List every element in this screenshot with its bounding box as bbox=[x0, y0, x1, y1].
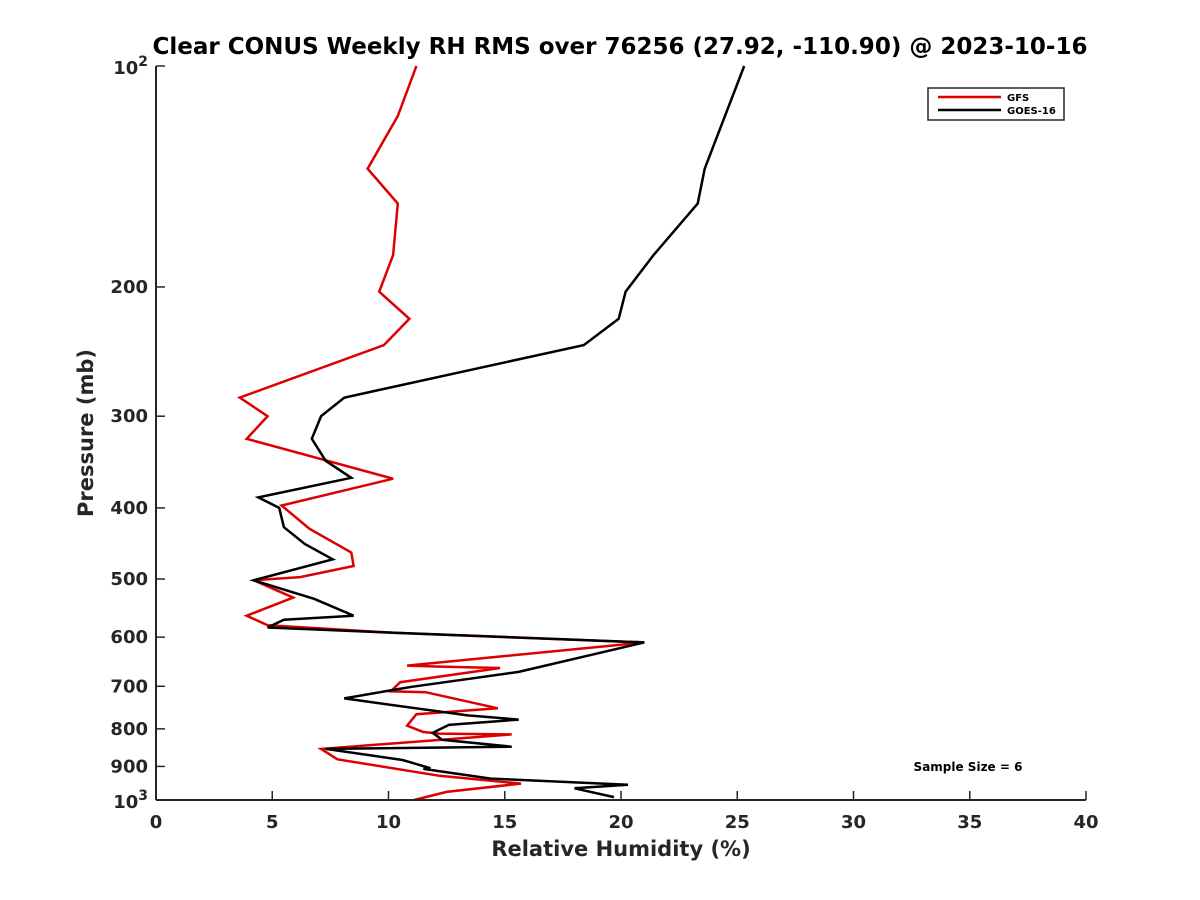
x-tick-label: 35 bbox=[957, 812, 982, 833]
y-tick-label: 200 bbox=[110, 277, 148, 298]
series-layer bbox=[236, 65, 746, 802]
sample-size-annotation: Sample Size = 6 bbox=[914, 760, 1023, 774]
y-tick-label-top: 102 bbox=[113, 54, 148, 79]
series-line-gfs bbox=[236, 65, 645, 802]
y-tick-label: 800 bbox=[110, 719, 148, 740]
x-tick-label: 0 bbox=[150, 812, 163, 833]
x-tick-label: 20 bbox=[608, 812, 633, 833]
y-tick-label: 500 bbox=[110, 569, 148, 590]
series-line-goes16 bbox=[249, 65, 746, 799]
legend-label-goes16: GOES-16 bbox=[1007, 106, 1056, 117]
chart-title: Clear CONUS Weekly RH RMS over 76256 (27… bbox=[153, 34, 1088, 60]
y-tick-label: 600 bbox=[110, 627, 148, 648]
x-axis-label: Relative Humidity (%) bbox=[491, 837, 750, 861]
legend-label-gfs: GFS bbox=[1007, 93, 1029, 104]
y-tick-label: 700 bbox=[110, 676, 148, 697]
y-tick-label: 300 bbox=[110, 406, 148, 427]
x-tick-label: 40 bbox=[1073, 812, 1098, 833]
tick-layer: 0 5 10 15 20 25 30 35 40 200 300 400 500 600 700 800 900… bbox=[110, 54, 1098, 833]
x-tick-label: 25 bbox=[725, 812, 750, 833]
y-tick-label-bottom: 103 bbox=[113, 788, 148, 813]
x-tick-label: 15 bbox=[492, 812, 517, 833]
y-tick-label: 400 bbox=[110, 498, 148, 519]
y-axis-label: Pressure (mb) bbox=[74, 349, 98, 517]
legend: GFS GOES-16 bbox=[927, 87, 1065, 121]
y-tick-label: 900 bbox=[110, 756, 148, 777]
x-tick-label: 10 bbox=[376, 812, 401, 833]
legend-box bbox=[927, 87, 1065, 121]
x-tick-label: 5 bbox=[266, 812, 279, 833]
x-tick-label: 30 bbox=[841, 812, 866, 833]
